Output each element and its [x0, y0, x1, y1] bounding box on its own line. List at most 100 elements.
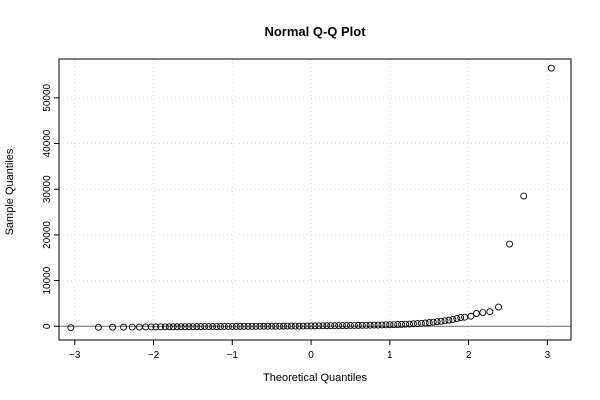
data-point — [185, 323, 193, 331]
data-point — [276, 322, 284, 330]
data-point — [390, 321, 398, 329]
y-tick-label: 10000 — [42, 266, 53, 294]
x-tick-label: −1 — [227, 350, 239, 361]
data-point — [441, 317, 449, 325]
data-point — [165, 323, 173, 331]
data-point — [209, 323, 217, 330]
data-point — [240, 322, 248, 330]
grid — [59, 59, 571, 340]
data-point — [295, 322, 303, 330]
data-point — [217, 323, 224, 330]
data-point — [272, 322, 280, 330]
data-point — [256, 322, 264, 330]
data-point — [520, 192, 528, 200]
x-tick-label: 1 — [387, 350, 393, 361]
data-point — [374, 321, 382, 329]
data-point — [335, 322, 343, 330]
data-point — [244, 322, 252, 330]
data-point — [402, 320, 410, 328]
data-point — [260, 322, 268, 330]
x-tick-label: 2 — [466, 350, 472, 361]
y-axis: 0 10000 20000 30000 40000 50000 — [42, 83, 59, 329]
data-point — [370, 321, 378, 329]
data-point — [161, 323, 169, 331]
x-tick-label: −2 — [148, 350, 160, 361]
y-tick-label: 20000 — [42, 221, 53, 249]
data-point — [287, 322, 295, 330]
data-point — [479, 309, 487, 317]
data-point — [264, 322, 272, 330]
data-point — [319, 322, 327, 330]
data-point — [445, 316, 453, 324]
data-point — [67, 324, 75, 332]
data-point — [453, 315, 461, 322]
data-point — [120, 323, 128, 331]
data-point — [268, 322, 276, 330]
data-point — [358, 321, 366, 329]
data-point — [189, 323, 197, 331]
data-point — [213, 323, 220, 330]
data-point — [157, 323, 165, 331]
x-tick-label: −3 — [69, 350, 81, 361]
data-point — [366, 321, 374, 329]
data-point — [128, 323, 136, 331]
data-point — [152, 323, 160, 331]
data-point — [386, 321, 394, 329]
data-point — [307, 322, 315, 330]
data-point — [201, 323, 209, 331]
data-point — [147, 323, 155, 331]
data-point — [461, 313, 469, 321]
data-point — [315, 322, 323, 330]
data-point — [236, 322, 244, 330]
data-point — [291, 322, 299, 330]
data-point — [398, 320, 406, 328]
x-tick-label: 3 — [545, 350, 551, 361]
data-point — [323, 322, 331, 330]
data-point — [311, 322, 319, 330]
data-point — [327, 322, 335, 330]
data-point — [425, 319, 433, 327]
data-point — [205, 323, 213, 331]
chart-title: Normal Q-Q Plot — [264, 24, 366, 39]
data-point — [252, 322, 260, 330]
data-point — [362, 321, 370, 329]
data-point — [410, 320, 417, 328]
data-point — [280, 322, 287, 330]
data-point — [224, 323, 232, 330]
data-point — [303, 322, 311, 330]
data-point — [394, 321, 402, 328]
data-point — [109, 323, 117, 331]
data-point — [406, 320, 413, 328]
data-point — [228, 322, 236, 330]
data-point — [331, 322, 339, 330]
data-point — [339, 322, 347, 330]
data-point — [378, 321, 386, 329]
x-axis: −3 −2 −1 0 1 2 3 — [69, 340, 551, 361]
data-point — [429, 318, 437, 326]
y-tick-label: 40000 — [42, 129, 53, 157]
data-point — [220, 323, 228, 330]
data-point — [169, 323, 177, 331]
x-tick-label: 0 — [308, 350, 314, 361]
data-point — [473, 310, 480, 317]
y-axis-label: Sample Quantiles — [4, 148, 16, 235]
data-point — [283, 322, 291, 330]
data-point — [197, 323, 205, 331]
data-point — [354, 321, 362, 329]
data-point — [506, 240, 514, 248]
data-point — [343, 322, 350, 329]
data-point — [248, 322, 256, 330]
x-axis-label: Theoretical Quantiles — [263, 372, 367, 384]
data-point — [382, 321, 390, 329]
data-point — [173, 323, 181, 331]
y-tick-label: 50000 — [42, 83, 53, 111]
data-point — [467, 312, 475, 320]
data-point — [433, 318, 441, 326]
data-point — [142, 323, 150, 331]
data-point — [135, 323, 143, 331]
data-point — [413, 320, 421, 328]
data-point — [437, 317, 445, 325]
data-point — [346, 322, 354, 329]
data-point — [299, 322, 307, 330]
data-points — [67, 64, 555, 332]
